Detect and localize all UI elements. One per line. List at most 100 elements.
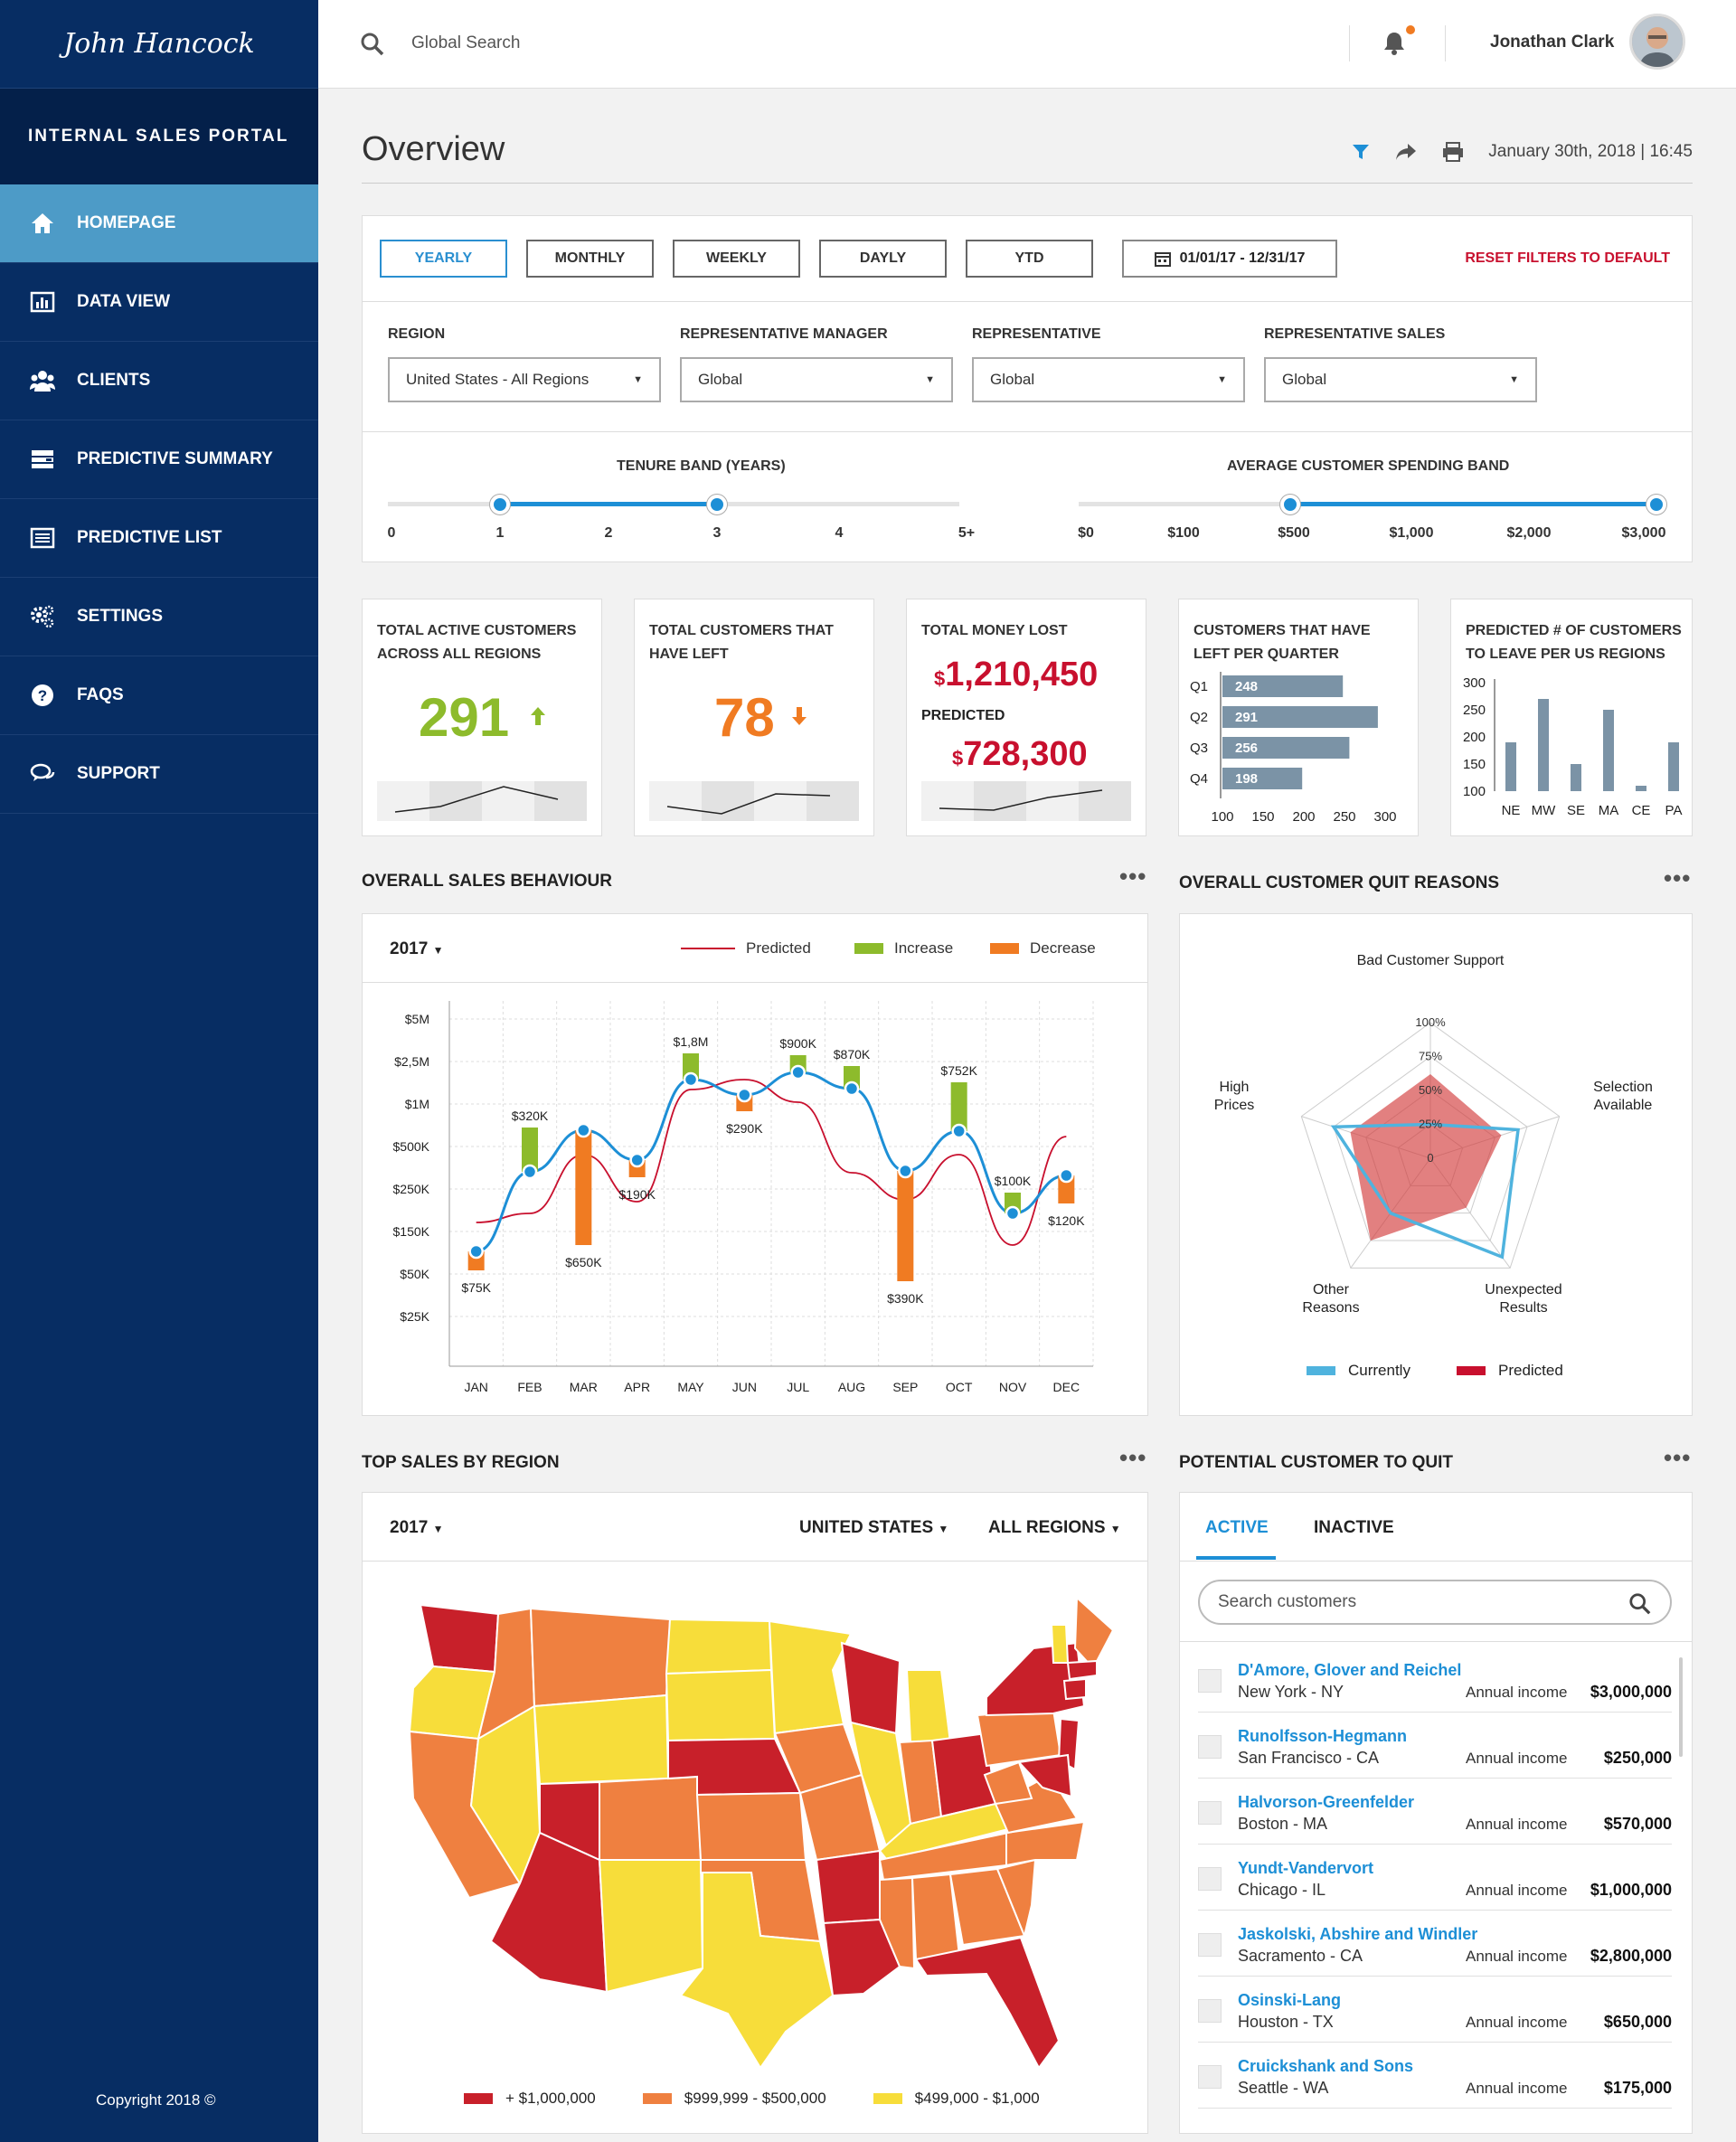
- state-WV[interactable]: [983, 1760, 1033, 1806]
- period-button-weekly[interactable]: WEEKLY: [673, 240, 800, 278]
- customer-name-link[interactable]: Runolfsson-Hegmann: [1238, 1727, 1407, 1745]
- period-button-dayly[interactable]: DAYLY: [819, 240, 947, 278]
- kpi-quarter-chart[interactable]: CUSTOMERS THAT HAVE LEFT PER QUARTER Q1 24…: [1178, 599, 1419, 836]
- global-search-input[interactable]: Global Search: [411, 33, 521, 52]
- country-dropdown[interactable]: UNITED STATES ▼: [799, 1518, 948, 1538]
- state-MT[interactable]: [529, 1607, 672, 1708]
- more-options-icon[interactable]: •••: [1119, 863, 1147, 890]
- customer-row[interactable]: Runolfsson-Hegmann San Francisco - CA Annu…: [1198, 1713, 1672, 1779]
- data-point[interactable]: [629, 1152, 645, 1168]
- region-bar[interactable]: [1571, 764, 1581, 791]
- state-AR[interactable]: [815, 1849, 881, 1925]
- state-MN[interactable]: [768, 1619, 853, 1735]
- scrollbar[interactable]: [1679, 1657, 1683, 1757]
- data-point[interactable]: [790, 1064, 806, 1080]
- spending-slider-min-handle[interactable]: [1280, 495, 1300, 514]
- customer-row[interactable]: Jaskolski, Abshire and Windler Sacramento…: [1198, 1911, 1672, 1977]
- more-options-icon[interactable]: •••: [1119, 1444, 1147, 1471]
- state-ND[interactable]: [665, 1618, 773, 1675]
- state-MS[interactable]: [879, 1876, 916, 1970]
- data-point[interactable]: [522, 1164, 538, 1180]
- sidebar-item-clients[interactable]: CLIENTS: [0, 342, 318, 420]
- print-icon[interactable]: [1441, 141, 1465, 163]
- avatar[interactable]: [1629, 14, 1685, 70]
- data-point[interactable]: [951, 1123, 967, 1139]
- bell-icon[interactable]: [1383, 31, 1405, 56]
- customer-row[interactable]: Cruickshank and Sons Seattle - WA Annual i…: [1198, 2043, 1672, 2109]
- search-icon[interactable]: [1628, 1592, 1652, 1616]
- john-hancock-logo[interactable]: John Hancock: [0, 0, 318, 89]
- sidebar-item-data-view[interactable]: DATA VIEW: [0, 263, 318, 342]
- data-point[interactable]: [683, 1071, 699, 1088]
- kpi-money-lost[interactable]: TOTAL MONEY LOST $1,210,450 PREDICTED $7…: [906, 599, 1146, 836]
- tenure-slider-min-handle[interactable]: [490, 495, 510, 514]
- filter-dropdown-representative-sales[interactable]: Global ▼: [1264, 357, 1537, 402]
- customer-name-link[interactable]: Cruickshank and Sons: [1238, 2057, 1414, 2075]
- sidebar-item-predictive-summary[interactable]: PREDICTIVE SUMMARY: [0, 420, 318, 499]
- decrease-bar[interactable]: [1058, 1175, 1075, 1203]
- state-CT[interactable]: [1062, 1677, 1087, 1701]
- period-button-ytd[interactable]: YTD: [966, 240, 1093, 278]
- state-CO[interactable]: [599, 1775, 703, 1861]
- row-checkbox[interactable]: [1198, 1669, 1222, 1693]
- data-point[interactable]: [1005, 1205, 1021, 1222]
- state-SD[interactable]: [665, 1668, 777, 1742]
- region-bar[interactable]: [1636, 786, 1646, 791]
- us-sales-map[interactable]: [363, 1562, 1147, 2068]
- year-dropdown[interactable]: 2017 ▼: [390, 1518, 443, 1538]
- filter-dropdown-representative[interactable]: Global ▼: [972, 357, 1245, 402]
- state-FL[interactable]: [914, 1936, 1061, 2068]
- customer-row[interactable]: D'Amore, Glover and Reichel New York - NY…: [1198, 1647, 1672, 1713]
- state-VT[interactable]: [1050, 1624, 1070, 1664]
- share-icon[interactable]: [1394, 142, 1418, 162]
- region-bar[interactable]: [1668, 742, 1679, 791]
- quarter-bar[interactable]: [1222, 675, 1344, 697]
- tenure-slider-max-handle[interactable]: [707, 495, 727, 514]
- row-checkbox[interactable]: [1198, 1933, 1222, 1957]
- region-bar[interactable]: [1505, 742, 1516, 791]
- state-NM[interactable]: [598, 1859, 704, 1994]
- sidebar-item-homepage[interactable]: HOMEPAGE: [0, 184, 318, 263]
- regions-dropdown[interactable]: ALL REGIONS ▼: [988, 1518, 1121, 1538]
- kpi-customers-left[interactable]: TOTAL CUSTOMERS THAT HAVE LEFT 78: [634, 599, 874, 836]
- row-checkbox[interactable]: [1198, 1867, 1222, 1891]
- data-point[interactable]: [1059, 1167, 1074, 1184]
- customer-name-link[interactable]: D'Amore, Glover and Reichel: [1238, 1661, 1462, 1679]
- state-MA[interactable]: [1066, 1659, 1098, 1681]
- state-LA[interactable]: [822, 1918, 901, 1997]
- spending-slider-max-handle[interactable]: [1646, 495, 1666, 514]
- state-KS[interactable]: [695, 1791, 807, 1861]
- quarter-bar[interactable]: [1222, 768, 1303, 789]
- state-NC[interactable]: [1005, 1820, 1086, 1867]
- customer-row[interactable]: Osinski-Lang Houston - TX Annual income $65…: [1198, 1977, 1672, 2043]
- state-MD[interactable]: [1016, 1753, 1073, 1798]
- filter-dropdown-representative-manager[interactable]: Global ▼: [680, 357, 953, 402]
- customer-name-link[interactable]: Halvorson-Greenfelder: [1238, 1793, 1415, 1811]
- state-TX[interactable]: [679, 1872, 835, 2068]
- kpi-region-chart[interactable]: PREDICTED # OF CUSTOMERS TO LEAVE PER US …: [1450, 599, 1693, 836]
- sidebar-item-faqs[interactable]: ? FAQS: [0, 656, 318, 735]
- user-name[interactable]: Jonathan Clark: [1490, 33, 1615, 52]
- data-point[interactable]: [576, 1122, 591, 1138]
- data-point[interactable]: [898, 1163, 913, 1179]
- tab-active[interactable]: ACTIVE: [1205, 1518, 1269, 1537]
- search-icon[interactable]: [360, 32, 385, 57]
- row-checkbox[interactable]: [1198, 2065, 1222, 2089]
- state-WI[interactable]: [840, 1641, 901, 1735]
- state-WA[interactable]: [419, 1603, 500, 1674]
- quarter-bar[interactable]: [1222, 706, 1378, 728]
- increase-bar[interactable]: [683, 1053, 699, 1080]
- quarter-bar[interactable]: [1222, 737, 1350, 759]
- data-point[interactable]: [737, 1087, 752, 1103]
- reset-filters-link[interactable]: RESET FILTERS TO DEFAULT: [1465, 250, 1670, 266]
- sidebar-item-settings[interactable]: SETTINGS: [0, 578, 318, 656]
- period-button-yearly[interactable]: YEARLY: [380, 240, 507, 278]
- increase-bar[interactable]: [522, 1128, 538, 1172]
- customer-name-link[interactable]: Yundt-Vandervort: [1238, 1859, 1374, 1877]
- filter-icon[interactable]: [1351, 142, 1371, 162]
- data-point[interactable]: [844, 1080, 860, 1097]
- row-checkbox[interactable]: [1198, 1801, 1222, 1825]
- state-ME[interactable]: [1073, 1595, 1115, 1670]
- more-options-icon[interactable]: •••: [1664, 864, 1692, 892]
- state-MI[interactable]: [905, 1669, 952, 1743]
